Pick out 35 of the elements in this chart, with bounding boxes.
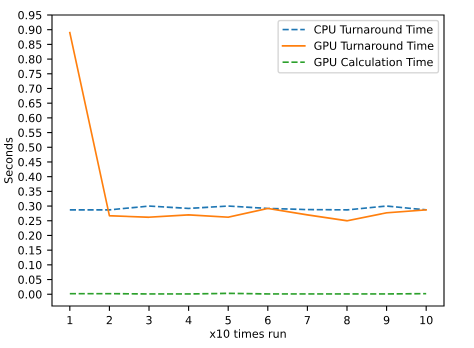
x-tick-label: 10	[420, 316, 433, 324]
y-tick-label: 0.65	[18, 99, 42, 108]
x-tick-label: 4	[186, 316, 192, 324]
x-tick-label: 6	[265, 316, 271, 324]
x-tick-label: 5	[226, 316, 231, 324]
y-tick-label: 0.05	[18, 276, 42, 284]
y-tick-label: 0.30	[18, 202, 42, 210]
x-tick-label: 3	[146, 316, 152, 324]
legend-label: CPU Turnaround Time	[314, 25, 433, 34]
legend-label: GPU Calculation Time	[314, 58, 433, 66]
y-tick-label: 0.00	[18, 290, 42, 299]
legend-label: GPU Turnaround Time	[314, 41, 434, 50]
y-tick-label: 0.25	[18, 216, 42, 226]
y-tick-label: 0.55	[18, 128, 42, 137]
y-tick-label: 0.60	[18, 114, 42, 122]
y-axis-title: Seconds	[4, 138, 13, 184]
y-tick-label: 0.80	[18, 55, 42, 64]
x-tick-label: 2	[106, 316, 112, 324]
x-tick-label: 8	[344, 316, 350, 324]
y-tick-label: 0.15	[18, 246, 42, 255]
y-tick-label: 0.50	[18, 143, 42, 152]
y-tick-label: 0.95	[18, 10, 42, 20]
y-tick-label: 0.90	[18, 26, 42, 34]
y-tick-label: 0.85	[18, 40, 42, 49]
x-tick-label: 7	[304, 316, 310, 324]
y-tick-label: 0.40	[18, 172, 42, 182]
y-tick-label: 0.75	[18, 70, 42, 78]
x-tick-label: 9	[384, 316, 390, 324]
y-tick-label: 0.70	[18, 84, 42, 93]
y-tick-label: 0.10	[18, 260, 42, 270]
y-tick-label: 0.45	[18, 158, 42, 166]
y-tick-label: 0.20	[18, 231, 42, 240]
x-axis-title: x10 times run	[210, 329, 286, 338]
x-tick-label: 1	[68, 316, 72, 324]
y-tick-label: 0.35	[18, 187, 42, 196]
